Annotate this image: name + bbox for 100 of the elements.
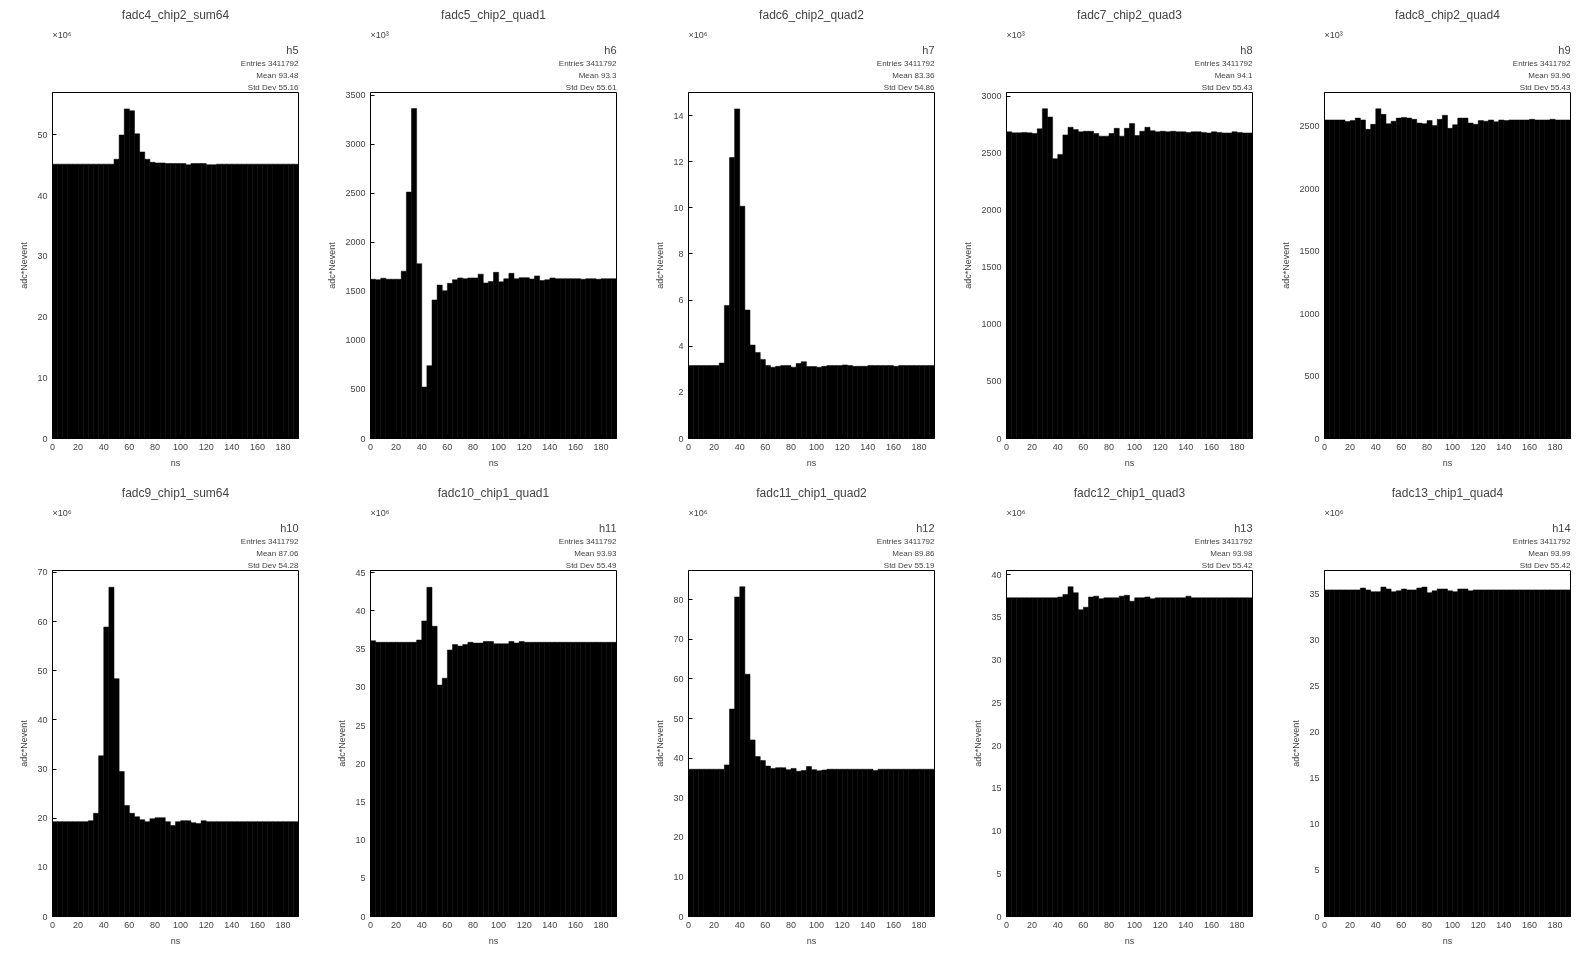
y-tick-label: 500 bbox=[350, 384, 366, 395]
x-tick-label: 20 bbox=[391, 441, 402, 452]
y-tick-label: 10 bbox=[991, 826, 1002, 837]
x-axis-title: ns bbox=[1124, 935, 1135, 946]
y-tick-label: 10 bbox=[673, 871, 684, 882]
x-tick-label: 20 bbox=[1027, 441, 1038, 452]
text: ×10⁶ bbox=[1006, 507, 1026, 518]
y-tick-label: 5 bbox=[996, 868, 1002, 879]
x-tick-label: 120 bbox=[834, 441, 850, 452]
y-tick-label: 70 bbox=[37, 567, 48, 578]
text: Mean 94.1 bbox=[1214, 71, 1254, 80]
y-tick-label: 1000 bbox=[345, 335, 366, 346]
x-tick-label: 160 bbox=[885, 441, 902, 452]
x-tick-label: 100 bbox=[1445, 919, 1461, 930]
y-tick-label: 500 bbox=[1304, 371, 1320, 382]
y-tick-label: 0 bbox=[42, 433, 48, 444]
y-axis-title: adc*Nevent bbox=[973, 719, 984, 767]
y-tick-label: 25 bbox=[355, 720, 366, 731]
x-tick-label: 40 bbox=[98, 919, 109, 930]
x-tick-label: 20 bbox=[73, 441, 84, 452]
x-tick-label: 180 bbox=[593, 919, 609, 930]
x-tick-label: 40 bbox=[1052, 441, 1063, 452]
text: Std Dev 55.43 bbox=[1519, 83, 1572, 92]
text: Entries 3411792 bbox=[1512, 537, 1572, 546]
y-tick-label: 70 bbox=[673, 634, 684, 645]
x-tick-label: 120 bbox=[834, 919, 850, 930]
y-tick-label: 8 bbox=[678, 248, 684, 259]
text: Std Dev 55.19 bbox=[883, 561, 936, 570]
y-axis-title: adc*Nevent bbox=[19, 241, 30, 289]
y-tick-label: 2500 bbox=[981, 148, 1002, 159]
y-tick-label: 3500 bbox=[345, 90, 366, 101]
x-tick-label: 120 bbox=[1470, 441, 1486, 452]
y-tick-label: 10 bbox=[37, 862, 48, 873]
x-tick-label: 100 bbox=[1127, 919, 1143, 930]
chart-title: fadc5_chip2_quad1 bbox=[441, 7, 547, 22]
y-tick-label: 0 bbox=[678, 911, 684, 922]
text: h14 bbox=[1552, 521, 1571, 534]
x-axis-title: ns bbox=[488, 935, 499, 946]
text: h7 bbox=[922, 43, 935, 56]
x-axis-title: ns bbox=[806, 935, 817, 946]
y-tick-label: 10 bbox=[673, 202, 684, 213]
x-tick-label: 140 bbox=[860, 919, 876, 930]
y-tick-label: 15 bbox=[355, 796, 366, 807]
x-tick-label: 100 bbox=[809, 919, 825, 930]
x-tick-label: 0 bbox=[686, 441, 692, 452]
y-tick-label: 2000 bbox=[981, 205, 1002, 216]
y-tick-label: 40 bbox=[991, 569, 1002, 580]
y-tick-label: 0 bbox=[360, 433, 366, 444]
y-tick-label: 1000 bbox=[1299, 308, 1320, 319]
text: ×10⁶ bbox=[52, 507, 72, 518]
x-tick-label: 160 bbox=[1203, 441, 1220, 452]
y-tick-label: 80 bbox=[673, 594, 684, 605]
y-axis-title: adc*Nevent bbox=[1291, 719, 1302, 767]
y-tick-label: 20 bbox=[673, 832, 684, 843]
y-tick-label: 10 bbox=[37, 372, 48, 383]
chart-title: fadc4_chip2_sum64 bbox=[121, 7, 230, 22]
x-tick-label: 100 bbox=[491, 441, 507, 452]
x-axis-title: ns bbox=[170, 457, 181, 468]
x-tick-label: 20 bbox=[709, 919, 720, 930]
x-tick-label: 160 bbox=[885, 919, 902, 930]
text: Mean 93.3 bbox=[578, 71, 618, 80]
x-tick-label: 40 bbox=[734, 441, 745, 452]
x-tick-label: 0 bbox=[1322, 441, 1328, 452]
text: Mean 83.36 bbox=[892, 71, 936, 80]
text: Entries 3411792 bbox=[1512, 59, 1572, 68]
y-tick-label: 10 bbox=[355, 835, 366, 846]
x-tick-label: 60 bbox=[760, 919, 771, 930]
x-tick-label: 80 bbox=[1103, 441, 1115, 452]
x-tick-label: 180 bbox=[1229, 919, 1245, 930]
y-tick-label: 40 bbox=[37, 190, 48, 201]
x-tick-label: 60 bbox=[1396, 441, 1407, 452]
x-tick-label: 140 bbox=[542, 919, 558, 930]
x-tick-label: 80 bbox=[149, 441, 161, 452]
text: h11 bbox=[598, 521, 617, 534]
y-tick-label: 30 bbox=[1309, 634, 1320, 645]
y-axis-title: adc*Nevent bbox=[655, 241, 666, 289]
x-tick-label: 140 bbox=[1496, 919, 1512, 930]
y-tick-label: 0 bbox=[996, 911, 1002, 922]
x-tick-label: 100 bbox=[1127, 441, 1143, 452]
text: Std Dev 54.86 bbox=[883, 83, 936, 92]
x-tick-label: 160 bbox=[1521, 919, 1538, 930]
x-tick-label: 80 bbox=[785, 441, 797, 452]
text: ×10⁶ bbox=[688, 507, 708, 518]
text: ×10⁶ bbox=[1324, 507, 1344, 518]
text: Entries 3411792 bbox=[1194, 537, 1254, 546]
x-tick-label: 60 bbox=[1396, 919, 1407, 930]
y-tick-label: 35 bbox=[991, 612, 1002, 623]
text: Std Dev 55.61 bbox=[565, 83, 618, 92]
x-tick-label: 0 bbox=[686, 919, 692, 930]
x-tick-label: 180 bbox=[593, 441, 609, 452]
y-tick-label: 25 bbox=[991, 697, 1002, 708]
x-tick-label: 40 bbox=[1370, 919, 1381, 930]
x-tick-label: 100 bbox=[173, 441, 189, 452]
y-tick-label: 12 bbox=[673, 156, 684, 167]
text: Mean 87.06 bbox=[256, 549, 300, 558]
x-tick-label: 180 bbox=[1547, 919, 1563, 930]
x-tick-label: 80 bbox=[1421, 441, 1433, 452]
y-tick-label: 20 bbox=[991, 740, 1002, 751]
text: h13 bbox=[1234, 521, 1253, 534]
chart-title: fadc10_chip1_quad1 bbox=[437, 485, 550, 500]
